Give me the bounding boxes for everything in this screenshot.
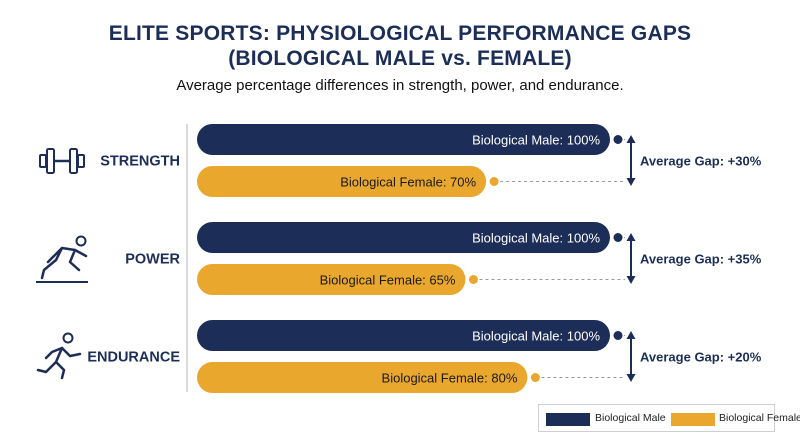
category-label: STRENGTH (100, 154, 180, 170)
gap-label: Average Gap: +35% (640, 252, 762, 267)
bar-female (197, 362, 528, 393)
sprinter-start-icon (36, 235, 88, 283)
legend-label-female: Biological Female (719, 412, 800, 424)
bar-female (197, 264, 466, 295)
runner-icon (36, 332, 82, 380)
chart-title-line-1: ELITE SPORTS: PHYSIOLOGICAL PERFORMANCE … (108, 22, 692, 45)
category-label: POWER (125, 252, 180, 268)
bar-label-male: Biological Male: 100% (472, 133, 600, 148)
marker-male (613, 135, 623, 144)
bar-label-female: Biological Female: 65% (320, 273, 456, 288)
bar-label-female: Biological Female: 80% (382, 371, 518, 386)
gap-arrow-icon (626, 331, 636, 382)
bar-female (197, 166, 487, 197)
gap-label: Average Gap: +30% (640, 154, 762, 169)
category-label: ENDURANCE (87, 350, 180, 366)
gap-arrow-icon (626, 135, 636, 186)
legend-label-male: Biological Male (595, 412, 666, 424)
bar-label-female: Biological Female: 70% (340, 175, 476, 190)
marker-female (530, 373, 540, 382)
gap-label: Average Gap: +20% (640, 350, 762, 365)
bar-male (197, 124, 610, 155)
marker-female (489, 177, 499, 186)
bar-label-male: Biological Male: 100% (472, 231, 600, 246)
legend-swatch-female (671, 413, 715, 426)
bar-label-male: Biological Male: 100% (472, 329, 600, 344)
dumbbell-icon (39, 148, 85, 174)
gap-arrow-icon (626, 233, 636, 284)
legend: Biological Male Biological Female (538, 404, 800, 432)
marker-male (613, 331, 623, 340)
marker-male (613, 233, 623, 242)
bar-male (197, 320, 610, 351)
marker-female (468, 275, 478, 284)
chart-subtitle: Average percentage differences in streng… (176, 77, 624, 94)
chart-title-line-2: (BIOLOGICAL MALE vs. FEMALE) (228, 47, 572, 70)
legend-swatch-male (546, 413, 590, 426)
bar-male (197, 222, 610, 253)
